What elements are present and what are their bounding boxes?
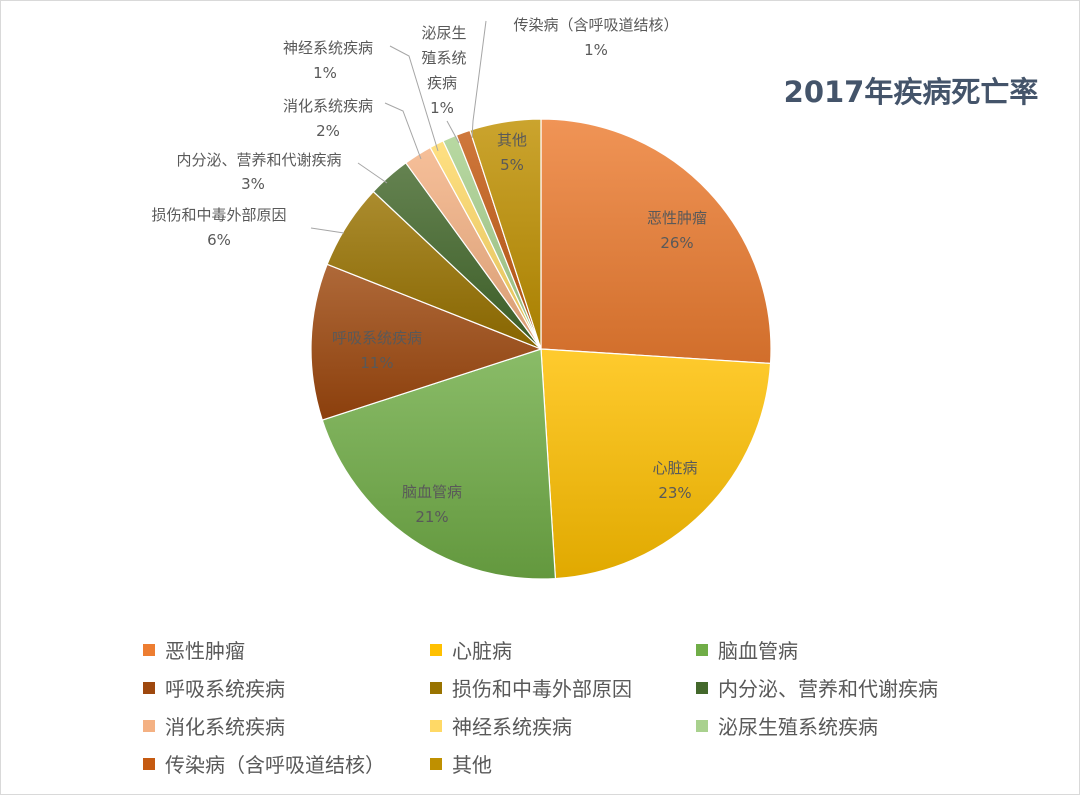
legend-item: 损伤和中毒外部原因 [430,673,696,702]
legend-swatch [430,643,442,656]
slice-percent-label: 23% [658,484,691,502]
legend-item: 传染病（含呼吸道结核） [143,749,430,778]
legend-swatch [143,681,155,694]
data-label-7: 消化系统疾病 2% [283,97,373,140]
data-label-11: 其他 5% [497,131,527,174]
legend-item: 消化系统疾病 [143,711,430,740]
legend-swatch [430,719,442,732]
slice-3 [321,348,557,580]
slice-2 [540,348,772,580]
slice-category-label: 神经系统疾病 [283,39,373,57]
slice-percent-label: 3% [241,175,265,193]
legend: 恶性肿瘤 心脏病 脑血管病呼吸系统疾病 损伤和中毒外部原因 内分泌、营养和代谢疾病消化系… [143,635,1043,778]
slice-percent-label: 21% [415,508,448,526]
legend-label: 泌尿生殖系统疾病 [718,715,878,739]
legend-label: 神经系统疾病 [452,715,572,739]
legend-item: 神经系统疾病 [430,711,696,740]
legend-swatch [696,719,708,732]
leader-line-6 [357,162,388,184]
slice-category-label: 心脏病 [652,459,697,477]
legend-label: 心脏病 [452,639,512,663]
legend-swatch [430,681,442,694]
leader-line-5 [310,227,345,234]
data-label-2: 心脏病 23% [652,459,697,502]
slice-percent-label: 5% [500,156,524,174]
slice-percent-label: 1% [430,99,454,117]
data-label-10: 传染病（含呼吸道结核） 1% [513,16,678,59]
legend-label: 脑血管病 [718,639,798,663]
legend-swatch [696,681,708,694]
legend-item: 心脏病 [430,635,696,664]
legend-label: 呼吸系统疾病 [165,677,285,701]
slice-category-label: 泌尿生 [421,24,466,42]
slice-percent-label: 2% [316,122,340,140]
data-label-1: 恶性肿瘤 26% [647,209,707,252]
legend-item: 脑血管病 [696,635,1016,664]
leader-lines [310,20,487,234]
slice-category-label: 损伤和中毒外部原因 [151,206,286,224]
legend-item: 呼吸系统疾病 [143,673,430,702]
legend-swatch [143,643,155,656]
slice-4 [310,263,543,421]
leader-line-7 [384,102,422,160]
legend-label: 恶性肿瘤 [165,639,245,663]
legend-item: 恶性肿瘤 [143,635,430,664]
data-label-9: 泌尿生殖系统疾病 1% [421,24,466,117]
slice-category-label: 殖系统 [421,49,466,67]
legend-label: 其他 [452,753,492,777]
slice-percent-label: 1% [584,41,608,59]
legend-item: 泌尿生殖系统疾病 [696,711,1016,740]
legend-item: 内分泌、营养和代谢疾病 [696,673,1016,702]
data-label-3: 脑血管病 21% [402,483,462,526]
legend-swatch [430,757,442,770]
slice-category-label: 呼吸系统疾病 [332,329,422,347]
legend-item: 其他 [430,749,696,778]
chart-title: 2017年疾病死亡率 [784,75,1039,109]
legend-label: 消化系统疾病 [165,715,285,739]
slice-category-label: 内分泌、营养和代谢疾病 [176,151,341,169]
legend-label: 内分泌、营养和代谢疾病 [718,677,938,701]
pie-slices [310,118,772,580]
slice-11 [469,118,542,350]
data-label-5: 损伤和中毒外部原因 6% [151,206,286,249]
slice-1 [540,118,772,365]
legend-label: 传染病（含呼吸道结核） [165,753,385,777]
slice-category-label: 传染病（含呼吸道结核） [513,16,678,34]
legend-label: 损伤和中毒外部原因 [452,677,632,701]
slice-category-label: 疾病 [427,74,457,92]
slice-category-label: 消化系统疾病 [283,97,373,115]
leader-line-10 [471,20,487,139]
data-labels: 恶性肿瘤 26% 心脏病 23% 脑血管病 21% 呼吸系统疾病 11% 损伤和中毒外部原因 6%… [151,16,707,526]
slice-category-label: 其他 [497,131,527,149]
slice-percent-label: 11% [360,354,393,372]
legend-swatch [696,643,708,656]
legend-swatch [143,757,155,770]
slice-percent-label: 6% [207,231,231,249]
leader-line-8 [389,45,439,152]
legend-swatch [143,719,155,732]
data-label-4: 呼吸系统疾病 11% [332,329,422,372]
slice-percent-label: 26% [660,234,693,252]
data-label-6: 内分泌、营养和代谢疾病 3% [176,151,341,193]
slice-percent-label: 1% [313,64,337,82]
slice-category-label: 恶性肿瘤 [647,209,707,227]
data-label-8: 神经系统疾病 1% [283,39,373,82]
slice-category-label: 脑血管病 [402,483,462,501]
leader-line-9 [446,120,460,144]
